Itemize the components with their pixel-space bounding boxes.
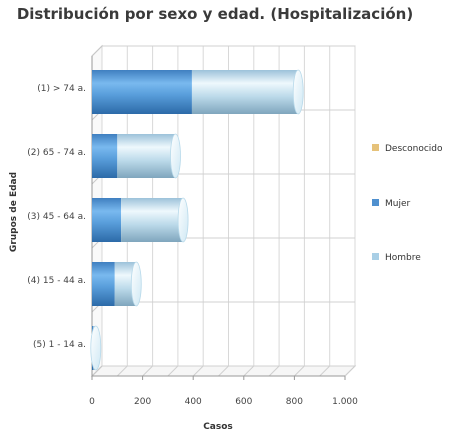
category-label: (3) 45 - 64 a. xyxy=(27,212,86,222)
bars xyxy=(90,69,304,371)
bar-end-cap xyxy=(90,325,102,371)
bar-end-cap xyxy=(177,197,189,243)
x-tick-label: 600 xyxy=(235,397,252,407)
legend-swatch xyxy=(372,253,379,260)
grid-line-floor xyxy=(344,365,356,377)
x-tick-label: 1.000 xyxy=(332,397,358,407)
x-axis-label: Casos xyxy=(203,422,233,432)
grid-line-floor xyxy=(116,365,128,377)
grid-line-floor xyxy=(319,365,331,377)
grid-line-floor xyxy=(294,365,305,377)
tick-labels: 0 200 400 600 800 1.000 (1) > 74 a. (2) 65 - 74… xyxy=(27,84,358,407)
bar-segment-hombre xyxy=(191,70,299,114)
x-tick-label: 200 xyxy=(134,397,151,407)
grid-line-floor xyxy=(218,365,229,377)
grid-line-floor xyxy=(167,365,179,377)
x-tick-label: 800 xyxy=(286,397,303,407)
bar-segment-hombre xyxy=(117,134,176,178)
bar-segment-mujer xyxy=(92,198,122,242)
grid-line-side xyxy=(91,45,103,57)
bar-segment-mujer xyxy=(92,262,115,306)
grid-line-side xyxy=(91,365,103,377)
bar-segment-mujer xyxy=(92,134,118,178)
legend-swatch xyxy=(372,144,379,151)
chart-title: Distribución por sexo y edad. (Hospitali… xyxy=(17,5,413,23)
x-tick-label: 400 xyxy=(185,397,202,407)
category-label: (4) 15 - 44 a. xyxy=(27,276,86,286)
legend-label: Hombre xyxy=(385,253,421,263)
y-axis-label: Grupos de Edad xyxy=(9,172,19,252)
bar-segment-mujer xyxy=(92,70,192,114)
category-label: (2) 65 - 74 a. xyxy=(27,148,86,158)
category-label: (1) > 74 a. xyxy=(37,84,86,94)
legend-label: Desconocido xyxy=(385,144,443,154)
bar-segment-hombre xyxy=(121,198,184,242)
legend: Desconocido Mujer Hombre xyxy=(372,144,443,263)
bar-end-cap xyxy=(170,133,181,179)
x-tick-label: 0 xyxy=(89,397,95,407)
grid-line-floor xyxy=(268,365,280,377)
grid-line-floor xyxy=(192,365,204,377)
grid-line-floor xyxy=(142,365,153,377)
category-label: (5) 1 - 14 a. xyxy=(33,340,86,350)
grid-line-floor xyxy=(243,365,255,377)
bar-end-cap xyxy=(130,261,142,307)
legend-label: Mujer xyxy=(385,199,411,209)
bar-end-cap xyxy=(292,69,304,115)
legend-swatch xyxy=(372,199,379,206)
bar-segment-hombre xyxy=(114,262,137,306)
